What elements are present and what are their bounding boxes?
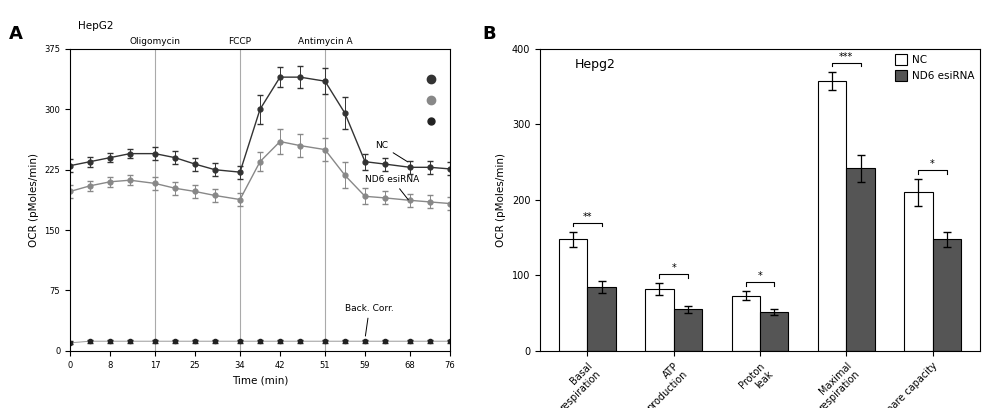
Bar	[674, 309, 702, 351]
Bar	[818, 81, 846, 351]
Bar	[587, 287, 616, 351]
Text: B: B	[483, 25, 496, 43]
Text: Back. Corr.: Back. Corr.	[345, 304, 394, 336]
Legend: NC, ND6 esiRNA: NC, ND6 esiRNA	[895, 54, 975, 81]
Text: ***: ***	[839, 52, 853, 62]
Y-axis label: OCR (pMoles/min): OCR (pMoles/min)	[29, 153, 39, 247]
Text: **: **	[583, 212, 592, 222]
Bar	[559, 239, 587, 351]
Text: Antimycin A: Antimycin A	[298, 37, 352, 46]
Bar	[904, 192, 933, 351]
Text: A: A	[9, 25, 23, 43]
Bar	[933, 239, 961, 351]
Bar	[645, 289, 674, 351]
Text: Hepg2: Hepg2	[575, 58, 616, 71]
Text: *: *	[671, 263, 676, 273]
Text: ND6 esiRNA: ND6 esiRNA	[365, 175, 419, 200]
Text: *: *	[758, 271, 762, 282]
Y-axis label: OCR (pMoles/min): OCR (pMoles/min)	[496, 153, 506, 247]
X-axis label: Time (min): Time (min)	[232, 375, 288, 385]
Text: HepG2: HepG2	[78, 21, 113, 31]
Bar	[846, 168, 875, 351]
Bar	[760, 312, 788, 351]
Bar	[732, 296, 760, 351]
Text: Oligomycin: Oligomycin	[130, 37, 180, 46]
Text: NC: NC	[375, 141, 408, 162]
Text: FCCP: FCCP	[228, 37, 252, 46]
Text: *: *	[930, 159, 935, 169]
